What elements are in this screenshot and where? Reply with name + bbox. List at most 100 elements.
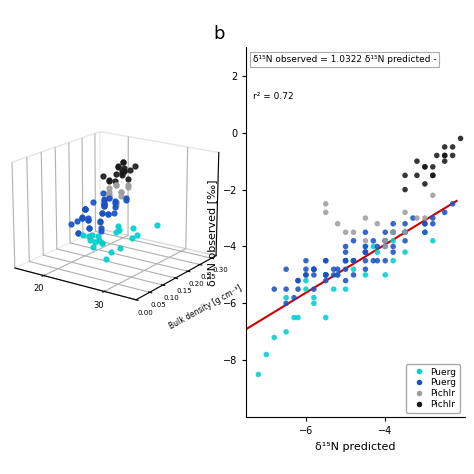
Point (342, 257, 349, 264)
Point (342, 285, 349, 293)
Point (310, 285, 318, 293)
Point (433, 152, 440, 159)
Point (382, 257, 389, 264)
Point (401, 248, 409, 256)
Point (310, 265, 318, 273)
Point (342, 243, 349, 250)
Point (441, 152, 448, 159)
Point (382, 237, 389, 245)
Point (302, 277, 310, 284)
Point (283, 328, 290, 336)
Point (413, 172, 421, 179)
Point (342, 257, 349, 264)
Point (322, 271, 329, 279)
Point (322, 314, 329, 321)
Point (362, 248, 369, 256)
Point (401, 228, 409, 236)
Point (421, 180, 428, 188)
Point (429, 220, 437, 228)
Point (421, 163, 428, 171)
Point (362, 257, 369, 264)
Point (362, 243, 369, 250)
Text: b: b (214, 25, 225, 43)
Point (334, 220, 341, 228)
Point (389, 237, 397, 245)
Point (374, 257, 381, 264)
Point (429, 172, 437, 179)
Point (382, 228, 389, 236)
Point (294, 314, 302, 321)
Point (342, 277, 349, 284)
Point (310, 294, 318, 301)
Point (302, 265, 310, 273)
Point (441, 152, 448, 159)
Point (271, 285, 278, 293)
Point (362, 214, 369, 222)
Point (421, 214, 428, 222)
Point (362, 271, 369, 279)
Point (283, 265, 290, 273)
Point (413, 214, 421, 222)
Point (283, 294, 290, 301)
Point (350, 237, 357, 245)
Point (382, 237, 389, 245)
Point (401, 220, 409, 228)
Point (255, 371, 262, 378)
Point (441, 143, 448, 151)
Point (441, 157, 448, 165)
Point (362, 228, 369, 236)
Point (421, 220, 428, 228)
Point (457, 135, 465, 142)
Point (310, 265, 318, 273)
Point (401, 228, 409, 236)
Point (429, 163, 437, 171)
Point (294, 285, 302, 293)
Legend: Puerg, Puerg, Pichlr, Pichlr: Puerg, Puerg, Pichlr, Pichlr (406, 364, 460, 412)
Point (302, 271, 310, 279)
Point (441, 209, 448, 216)
Point (413, 157, 421, 165)
Point (429, 172, 437, 179)
Point (382, 243, 389, 250)
Point (342, 265, 349, 273)
Text: r² = 0.72: r² = 0.72 (253, 92, 294, 101)
Point (362, 248, 369, 256)
Point (302, 271, 310, 279)
Point (322, 271, 329, 279)
Point (302, 285, 310, 293)
Point (342, 248, 349, 256)
Point (322, 257, 329, 264)
Point (334, 271, 341, 279)
Point (449, 152, 456, 159)
Point (401, 228, 409, 236)
Point (362, 237, 369, 245)
Point (342, 228, 349, 236)
Point (449, 143, 456, 151)
Point (283, 285, 290, 293)
Point (429, 214, 437, 222)
Point (310, 300, 318, 307)
Point (263, 351, 270, 358)
Point (350, 257, 357, 264)
Point (382, 271, 389, 279)
Point (429, 237, 437, 245)
Point (389, 220, 397, 228)
Point (374, 220, 381, 228)
Point (421, 228, 428, 236)
Point (401, 209, 409, 216)
Point (409, 214, 417, 222)
Point (374, 243, 381, 250)
Point (370, 237, 377, 245)
Point (374, 248, 381, 256)
Point (350, 265, 357, 273)
Point (310, 271, 318, 279)
Point (330, 285, 337, 293)
Point (322, 277, 329, 284)
Point (310, 265, 318, 273)
Point (421, 220, 428, 228)
Point (290, 294, 298, 301)
Point (330, 271, 337, 279)
Point (389, 257, 397, 264)
Point (401, 228, 409, 236)
Point (322, 200, 329, 208)
